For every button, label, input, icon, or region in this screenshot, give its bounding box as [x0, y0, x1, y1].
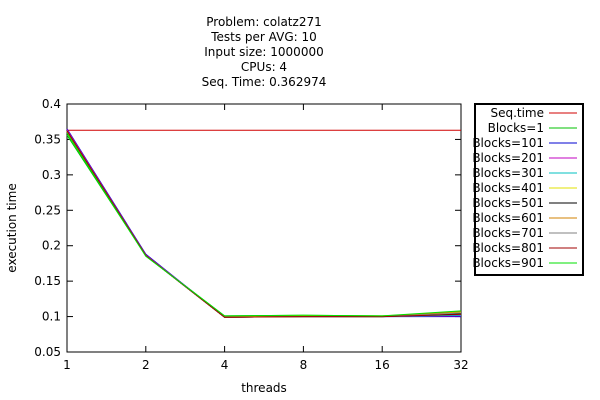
legend-box	[474, 103, 584, 276]
series-line-blocks-201	[66, 129, 462, 318]
y-axis-label: execution time	[5, 183, 19, 272]
series-lines	[66, 128, 462, 318]
title-line: Tests per AVG: 10	[210, 30, 317, 44]
y-tick-label: 0.15	[34, 274, 61, 288]
legend: Seq.timeBlocks=1Blocks=101Blocks=201Bloc…	[472, 103, 584, 276]
legend-label: Blocks=301	[472, 166, 544, 180]
title-line: Problem: colatz271	[206, 15, 321, 29]
legend-label: Blocks=701	[472, 226, 544, 240]
title-line: Input size: 1000000	[204, 45, 323, 59]
x-tick-label: 4	[221, 358, 229, 372]
legend-label: Blocks=601	[472, 211, 544, 225]
y-tick-label: 0.4	[42, 97, 61, 111]
plot-frame	[66, 103, 462, 353]
title-line: Seq. Time: 0.362974	[202, 75, 327, 89]
legend-label: Blocks=801	[472, 241, 544, 255]
legend-label: Blocks=1	[488, 121, 544, 135]
title-line: CPUs: 4	[241, 60, 287, 74]
x-tick-label: 1	[63, 358, 71, 372]
x-axis: 1 2 4 8 16 32	[63, 104, 469, 372]
series-line-blocks-901	[66, 132, 462, 317]
legend-label: Seq.time	[490, 106, 544, 120]
legend-label: Blocks=901	[472, 256, 544, 270]
legend-label: Blocks=101	[472, 136, 544, 150]
x-tick-label: 32	[453, 358, 468, 372]
legend-label: Blocks=201	[472, 151, 544, 165]
y-tick-label: 0.3	[42, 168, 61, 182]
y-axis: 0.05 0.1 0.15 0.2 0.25 0.3 0.35 0.4	[34, 97, 461, 359]
y-tick-label: 0.25	[34, 203, 61, 217]
x-tick-label: 16	[375, 358, 390, 372]
x-tick-label: 2	[142, 358, 150, 372]
y-tick-label: 0.05	[34, 345, 61, 359]
x-axis-label: threads	[241, 381, 287, 395]
legend-label: Blocks=501	[472, 196, 544, 210]
y-tick-label: 0.1	[42, 310, 61, 324]
legend-label: Blocks=401	[472, 181, 544, 195]
x-tick-label: 8	[300, 358, 308, 372]
y-tick-label: 0.35	[34, 132, 61, 146]
series-line-blocks-801	[66, 130, 462, 318]
y-tick-label: 0.2	[42, 239, 61, 253]
